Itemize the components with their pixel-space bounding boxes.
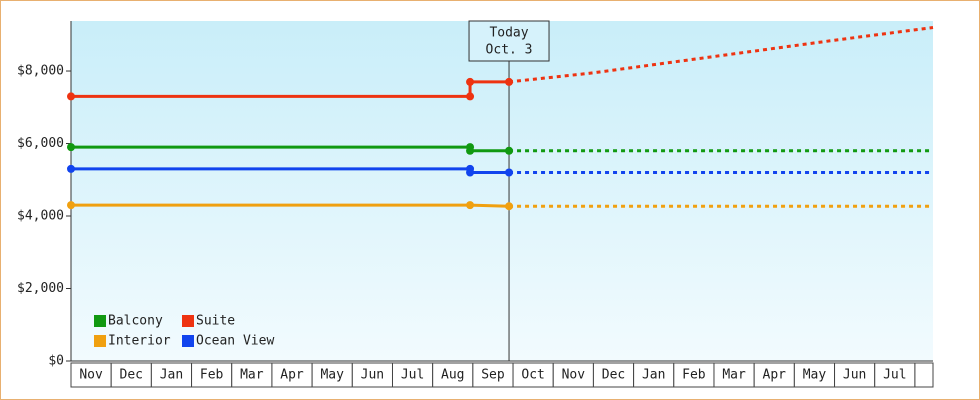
month-cell: [592, 362, 635, 388]
plot-area: [71, 21, 933, 361]
y-tick-label: $0: [48, 354, 64, 369]
price-marker: [67, 92, 75, 101]
month-cell: [874, 362, 916, 388]
today-label: Oct. 3: [486, 43, 533, 58]
x-tick-label: Oct: [521, 368, 544, 383]
y-tick-label: $8,000: [17, 64, 64, 79]
month-cell: [70, 362, 112, 388]
month-cell: [472, 362, 514, 388]
month-cell: [231, 362, 273, 388]
forecast-line: [508, 26, 934, 84]
month-cell: [713, 362, 755, 388]
price-line: [71, 203, 510, 208]
price-marker: [466, 77, 475, 86]
month-cell: [110, 362, 152, 388]
month-cell: [673, 362, 715, 388]
x-tick-label: Dec: [120, 368, 143, 383]
month-cell: [391, 362, 434, 388]
month-cell: [150, 362, 193, 388]
legend-swatch: [94, 335, 106, 347]
month-cell: [793, 362, 836, 388]
x-tick-label: Mar: [722, 368, 746, 383]
legend-label: Suite: [196, 314, 235, 329]
x-tick-label: Nov: [79, 368, 103, 383]
x-tick-label: Apr: [280, 368, 304, 383]
legend-label: Interior: [108, 334, 171, 349]
legend-swatch: [94, 315, 106, 327]
x-tick-label: Apr: [763, 368, 787, 383]
x-tick-label: Jan: [160, 368, 183, 383]
x-tick-label: May: [320, 368, 344, 383]
month-cell: [552, 362, 594, 388]
y-tick-label: $4,000: [17, 209, 64, 224]
price-marker: [505, 77, 514, 86]
x-tick-label: Feb: [682, 368, 706, 383]
x-tick-label: Jan: [642, 368, 665, 383]
price-line: [71, 80, 510, 98]
price-marker: [67, 143, 75, 152]
price-marker: [466, 168, 475, 177]
y-tick-label: $2,000: [17, 281, 64, 296]
today-box: [468, 20, 550, 62]
x-tick-label: Dec: [602, 368, 625, 383]
legend-label: Balcony: [108, 314, 163, 329]
price-marker: [466, 92, 475, 101]
x-tick-label: Feb: [200, 368, 224, 383]
y-tick-label: $6,000: [17, 136, 64, 151]
price-marker: [505, 146, 514, 155]
price-marker: [67, 201, 75, 210]
x-tick-label: Sep: [481, 368, 505, 383]
price-marker: [505, 202, 514, 211]
month-cell: [271, 362, 313, 388]
month-cell: [914, 362, 934, 388]
legend-swatch: [182, 315, 194, 327]
price-marker: [505, 168, 514, 177]
price-marker: [67, 164, 75, 173]
x-tick-label: Aug: [441, 368, 464, 383]
today-label: Today: [489, 26, 528, 41]
price-marker: [466, 146, 475, 155]
x-tick-label: Jun: [361, 368, 384, 383]
legend-swatch: [182, 335, 194, 347]
x-tick-label: Jun: [843, 368, 866, 383]
x-tick-label: Mar: [240, 368, 264, 383]
x-tick-label: May: [803, 368, 827, 383]
x-tick-label: Jul: [883, 368, 906, 383]
month-cell: [834, 362, 876, 388]
x-tick-label: Jul: [401, 368, 424, 383]
x-tick-label: Nov: [562, 368, 586, 383]
legend-label: Ocean View: [196, 334, 274, 349]
month-cell: [191, 362, 233, 388]
price-marker: [466, 201, 475, 210]
